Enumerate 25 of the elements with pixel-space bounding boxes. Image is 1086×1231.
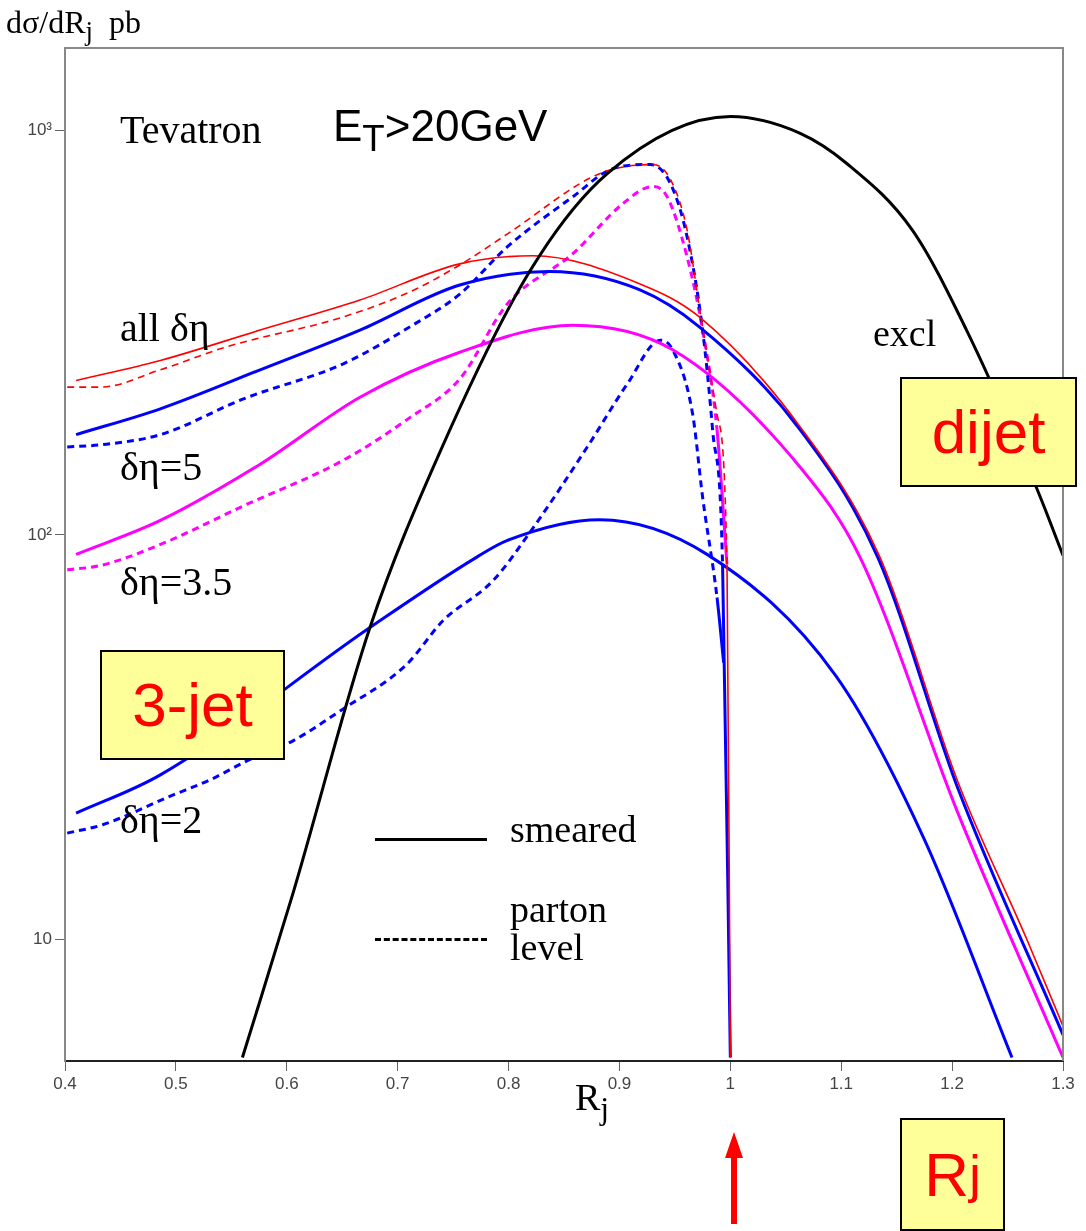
x-tick-label: 1.3	[1051, 1073, 1075, 1093]
y-tick-label: 10	[33, 928, 52, 948]
x-tick-label: 1.2	[940, 1073, 964, 1093]
y-axis-title: dσ/dR$_{j}$ pb	[6, 4, 141, 47]
series-label: excl	[873, 312, 937, 354]
annotation: E$_{T}$>20GeV	[333, 101, 548, 159]
annotation: Tevatron	[120, 107, 262, 152]
series-label: δη=3.5	[120, 559, 233, 604]
annotation: 3-jet	[100, 650, 285, 760]
series-label: δη=5	[120, 444, 203, 489]
x-tick-label: 0.8	[496, 1073, 521, 1093]
annotation: dijet	[900, 377, 1077, 487]
x-tick-label: 0.5	[164, 1073, 188, 1093]
annotation: parton level	[510, 888, 609, 968]
y-tick-label: 10³	[27, 120, 53, 140]
series-label: δη=2	[120, 797, 203, 842]
x-tick-label: 0.7	[385, 1073, 410, 1093]
x-tick-label: 0.9	[607, 1073, 632, 1093]
x-tick-label: 0.6	[274, 1073, 299, 1093]
annotation: smeared	[510, 808, 637, 850]
x-tick-label: 1	[725, 1073, 736, 1093]
x-tick-label: 0.4	[53, 1073, 77, 1093]
y-tick-label: 10²	[27, 524, 53, 544]
x-tick-label: 1.1	[829, 1073, 854, 1093]
series-label: all δη	[120, 305, 210, 350]
